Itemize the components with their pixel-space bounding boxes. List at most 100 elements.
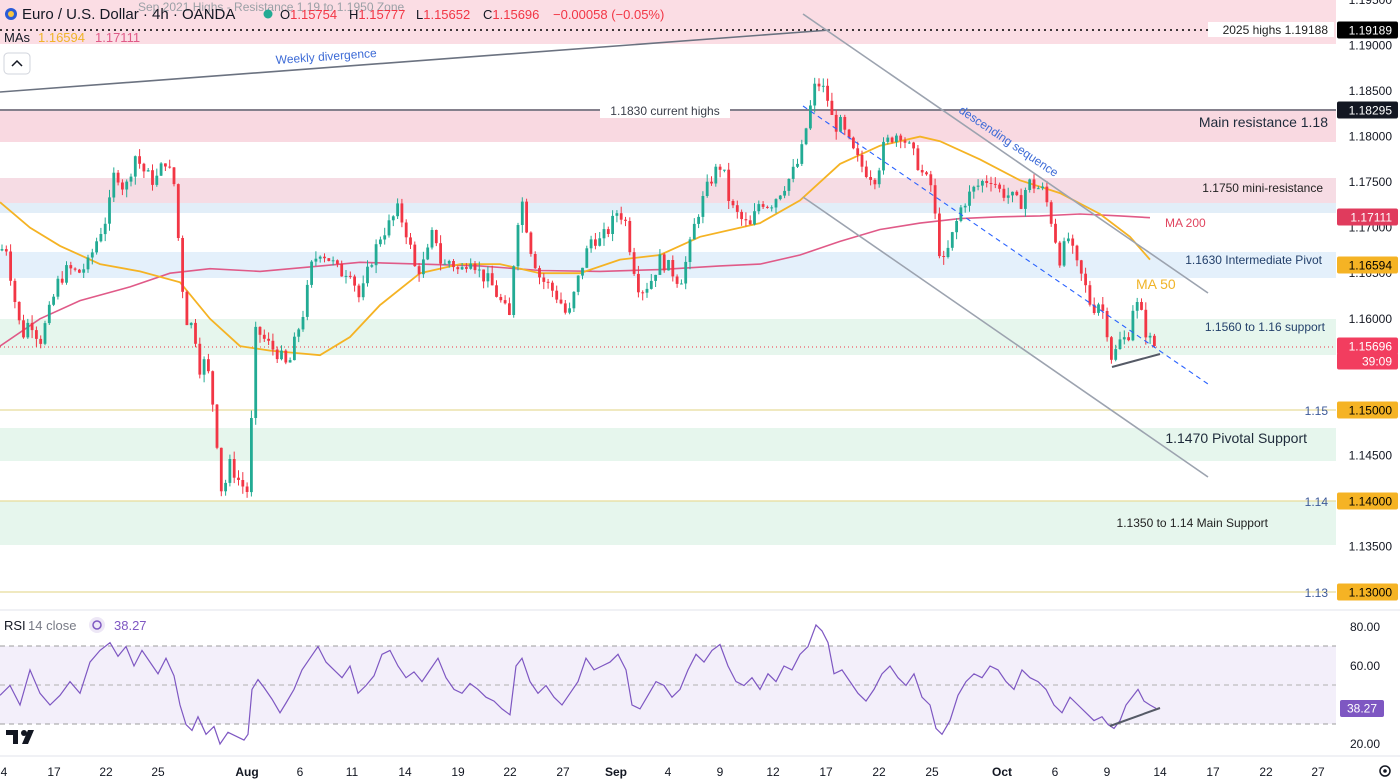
- rsi-axis[interactable]: [1336, 611, 1400, 756]
- candle-body: [456, 267, 460, 270]
- current-highs-label-bg: [600, 103, 730, 118]
- candle-body: [1088, 285, 1092, 305]
- candle-body: [770, 207, 774, 209]
- candle-body: [202, 359, 206, 375]
- price-tag-bg: [1337, 256, 1398, 274]
- candle-body: [559, 299, 563, 304]
- price-tick-label: 1.13500: [1349, 540, 1393, 554]
- mas-label[interactable]: MAs: [4, 30, 31, 45]
- descending-sequence-line[interactable]: [802, 105, 1209, 385]
- candle-body: [73, 268, 77, 270]
- zone-resistance-top: [0, 0, 1336, 44]
- candle-body: [181, 238, 184, 292]
- bullish-divergence-line[interactable]: [1111, 353, 1161, 368]
- highs-2025-label-bg: [1208, 22, 1334, 37]
- candle-body: [688, 239, 692, 262]
- time-axis[interactable]: 4 17 22 25 Aug 6 11 14 19 22 27 Sep 4 9 12 17 22 25 Oct 6 9 1…: [1, 765, 1325, 779]
- candle-body: [426, 247, 430, 260]
- candle-body: [520, 201, 524, 225]
- candle-body: [645, 288, 649, 293]
- symbol-title[interactable]: Euro / U.S. Dollar · 4h · OANDA: [22, 6, 235, 23]
- time-tick-label: 22: [503, 765, 517, 779]
- candle-body: [275, 349, 279, 360]
- candle-body: [920, 170, 924, 173]
- candle-body: [323, 256, 326, 259]
- candle-body: [1148, 335, 1152, 338]
- time-tick-label: 25: [151, 765, 165, 779]
- mini-resistance-label: 1.1750 mini-resistance: [1202, 181, 1323, 195]
- level-115-label: 1.15: [1305, 404, 1329, 418]
- price-tick-label: 1.16000: [1349, 312, 1393, 326]
- candle-body: [684, 261, 688, 284]
- candle-body: [17, 301, 21, 321]
- collapse-legend-button[interactable]: [3, 52, 31, 75]
- candle-body: [0, 249, 4, 251]
- candle-body: [65, 265, 68, 283]
- candle-body: [933, 185, 937, 214]
- price-tag: 39:09: [1362, 355, 1392, 369]
- price-tag-bg: [1337, 352, 1398, 370]
- candle-body: [495, 285, 498, 297]
- candle-body: [90, 252, 94, 258]
- rsi-line[interactable]: [0, 623, 1157, 746]
- candle-body: [950, 232, 954, 248]
- candle-body: [637, 273, 640, 293]
- candle-body: [383, 235, 387, 240]
- candle-body: [47, 304, 51, 324]
- candle-body: [361, 283, 365, 298]
- candle-body: [834, 114, 838, 132]
- candle-body: [615, 213, 619, 216]
- candle-body: [460, 267, 464, 270]
- candle-body: [972, 186, 976, 192]
- candle-body: [30, 322, 34, 331]
- rsi-source-icon[interactable]: [89, 617, 105, 633]
- candle-body: [740, 211, 743, 220]
- candle-body: [52, 296, 55, 305]
- price-tick-label: 1.18000: [1349, 130, 1393, 144]
- candle-body: [998, 184, 1001, 189]
- candle-body: [705, 181, 709, 196]
- candle-body: [129, 176, 133, 182]
- candle-body: [886, 137, 890, 142]
- candle-body: [860, 155, 864, 167]
- candle-body: [1140, 302, 1143, 310]
- candle-body: [594, 239, 597, 246]
- candle-body: [774, 199, 778, 208]
- weekly-divergence-line[interactable]: [0, 29, 831, 93]
- channel-upper-line[interactable]: [802, 13, 1209, 294]
- candle-body: [1153, 335, 1156, 346]
- market-status-icon: [263, 9, 273, 19]
- candle-body: [400, 203, 404, 223]
- time-tick-label: 12: [766, 765, 780, 779]
- candle-body: [946, 247, 950, 257]
- candle-body: [116, 172, 120, 183]
- candle-body: [13, 280, 17, 302]
- candle-body: [250, 418, 253, 493]
- candle-body: [1135, 302, 1139, 311]
- tradingview-logo-icon[interactable]: [6, 730, 34, 744]
- candle-body: [735, 205, 739, 212]
- gear-icon[interactable]: [1379, 765, 1391, 777]
- candle-body: [262, 334, 266, 339]
- candle-body: [439, 243, 442, 264]
- candle-body: [753, 211, 756, 225]
- candle-body: [654, 274, 657, 281]
- candle-body: [56, 278, 60, 297]
- candle-body: [258, 326, 262, 335]
- candle-body: [701, 196, 705, 217]
- candle-body: [357, 285, 361, 298]
- candle-body: [1032, 179, 1036, 189]
- support-zone-label: 1.1560 to 1.16 support: [1205, 320, 1326, 334]
- candle-body: [305, 284, 309, 317]
- candle-body: [895, 135, 898, 142]
- rsi-label[interactable]: RSI: [4, 618, 26, 633]
- candle-body: [198, 343, 202, 375]
- candle-body: [1028, 179, 1032, 190]
- channel-lower-line[interactable]: [802, 196, 1209, 478]
- candle-body: [710, 181, 713, 184]
- ma200-line[interactable]: [0, 213, 1151, 347]
- candle-body: [731, 201, 735, 206]
- rsi-divergence-line[interactable]: [1109, 707, 1161, 727]
- candle-body: [387, 220, 391, 236]
